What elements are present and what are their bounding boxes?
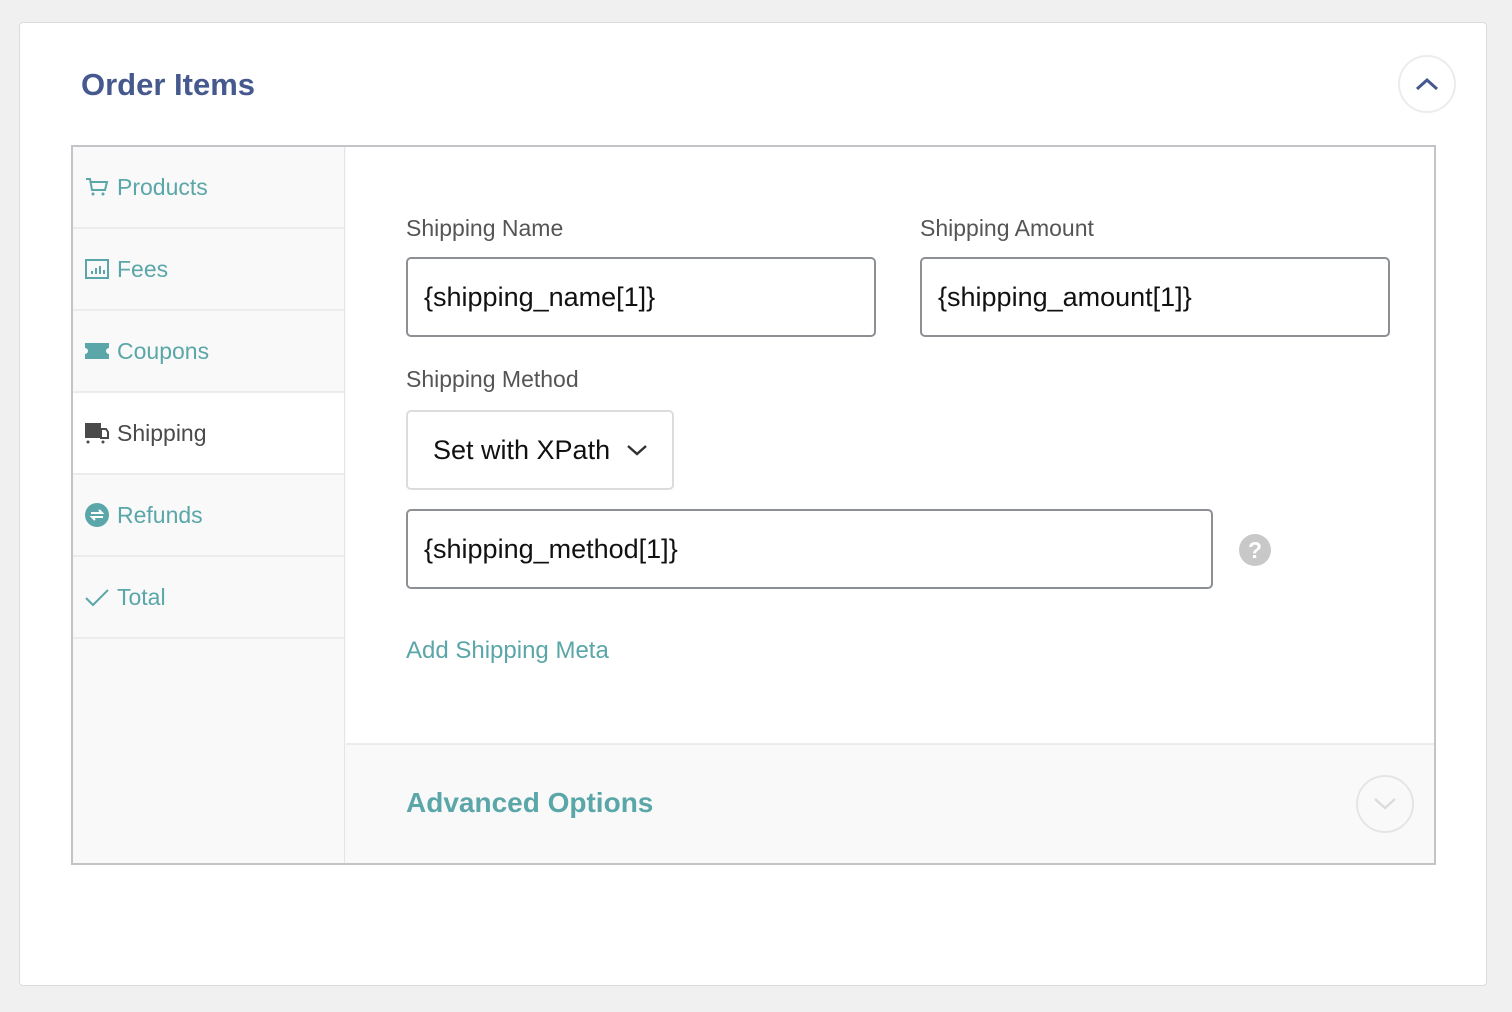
order-items-panel: Order Items Products Fees Coupons Shippi… [19, 22, 1487, 986]
chart-icon [85, 259, 109, 279]
refund-icon [85, 503, 109, 527]
sidebar-item-shipping[interactable]: Shipping [73, 393, 344, 475]
sidebar-item-fees[interactable]: Fees [73, 229, 344, 311]
shipping-method-label: Shipping Method [406, 366, 579, 392]
chevron-down-icon [627, 445, 647, 456]
sidebar: Products Fees Coupons Shipping Refunds T… [73, 147, 345, 863]
shipping-amount-label: Shipping Amount [920, 215, 1094, 241]
sidebar-item-label: Refunds [117, 501, 203, 528]
advanced-options-section[interactable]: Advanced Options [346, 743, 1434, 863]
shipping-form: Shipping Name {shipping_name[1]} Shippin… [346, 147, 1434, 743]
sidebar-item-label: Products [117, 173, 208, 200]
sidebar-item-products[interactable]: Products [73, 147, 344, 229]
expand-advanced-button[interactable] [1356, 775, 1414, 833]
help-icon[interactable]: ? [1239, 534, 1271, 566]
panel-title: Order Items [81, 67, 256, 102]
chevron-up-icon [1415, 77, 1439, 91]
chevron-down-icon [1374, 798, 1396, 810]
shipping-method-select[interactable]: Set with XPath [406, 410, 674, 490]
sidebar-item-label: Total [117, 583, 166, 610]
ticket-icon [85, 343, 109, 359]
shipping-method-input[interactable]: {shipping_method[1]} [406, 509, 1213, 589]
collapse-button[interactable] [1398, 55, 1456, 113]
sidebar-item-coupons[interactable]: Coupons [73, 311, 344, 393]
sidebar-item-refunds[interactable]: Refunds [73, 475, 344, 557]
sidebar-item-label: Coupons [117, 337, 210, 364]
add-shipping-meta-link[interactable]: Add Shipping Meta [406, 637, 609, 664]
order-items-box: Products Fees Coupons Shipping Refunds T… [71, 145, 1436, 865]
sidebar-item-label: Shipping [117, 419, 207, 446]
check-icon [85, 589, 109, 607]
shipping-name-label: Shipping Name [406, 215, 564, 241]
cart-icon [86, 178, 109, 196]
select-value: Set with XPath [433, 434, 611, 465]
sidebar-item-label: Fees [117, 255, 169, 282]
sidebar-item-total[interactable]: Total [73, 557, 344, 639]
shipping-amount-input[interactable]: {shipping_amount[1]} [920, 257, 1390, 337]
advanced-options-title[interactable]: Advanced Options [406, 787, 654, 818]
shipping-name-input[interactable]: {shipping_name[1]} [406, 257, 876, 337]
truck-icon [85, 423, 109, 444]
